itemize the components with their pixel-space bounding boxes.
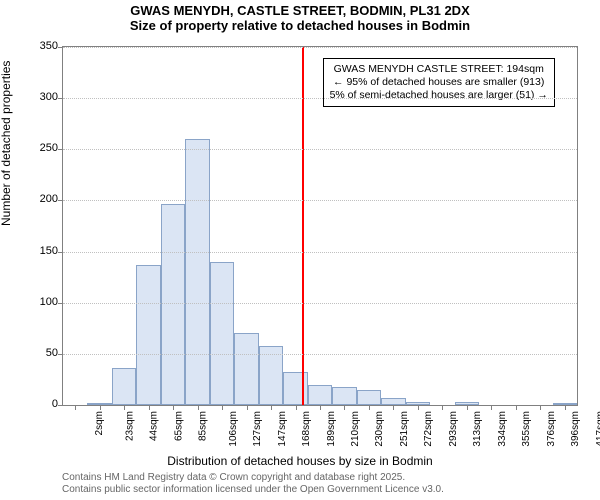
- ytick-label: 100: [18, 296, 58, 308]
- xtick-label: 106sqm: [228, 411, 239, 447]
- ytick-mark: [58, 149, 63, 150]
- reference-line: [302, 47, 304, 405]
- xtick-mark: [296, 405, 297, 410]
- xtick-label: 2sqm: [94, 411, 105, 435]
- xtick-label: 23sqm: [124, 411, 135, 441]
- xtick-mark: [565, 405, 566, 410]
- xtick-mark: [418, 405, 419, 410]
- histogram-bar: [161, 204, 185, 406]
- ytick-mark: [58, 200, 63, 201]
- xtick-mark: [173, 405, 174, 410]
- xtick-label: 168sqm: [301, 411, 312, 447]
- xtick-label: 355sqm: [521, 411, 532, 447]
- annotation-line-2: ← 95% of detached houses are smaller (91…: [330, 76, 548, 89]
- xtick-mark: [467, 405, 468, 410]
- xtick-mark: [198, 405, 199, 410]
- footer: Contains HM Land Registry data © Crown c…: [62, 472, 444, 496]
- xtick-label: 272sqm: [424, 411, 435, 447]
- xtick-label: 147sqm: [277, 411, 288, 447]
- xtick-mark: [320, 405, 321, 410]
- xtick-label: 313sqm: [472, 411, 483, 447]
- xtick-mark: [247, 405, 248, 410]
- histogram-bar: [283, 372, 307, 405]
- xtick-mark: [222, 405, 223, 410]
- xtick-mark: [149, 405, 150, 410]
- histogram-bar: [357, 390, 381, 405]
- title-line-1: GWAS MENYDH, CASTLE STREET, BODMIN, PL31…: [0, 4, 600, 19]
- ytick-mark: [58, 303, 63, 304]
- xtick-label: 417sqm: [595, 411, 600, 447]
- xtick-mark: [271, 405, 272, 410]
- xtick-mark: [124, 405, 125, 410]
- xtick-label: 65sqm: [173, 411, 184, 441]
- xtick-label: 44sqm: [149, 411, 160, 441]
- gridline: [63, 354, 577, 355]
- xtick-mark: [540, 405, 541, 410]
- histogram-bar: [136, 265, 160, 405]
- histogram-bar: [332, 387, 356, 405]
- xtick-mark: [491, 405, 492, 410]
- ytick-mark: [58, 405, 63, 406]
- xtick-mark: [344, 405, 345, 410]
- xtick-mark: [369, 405, 370, 410]
- xtick-label: 210sqm: [350, 411, 361, 447]
- histogram-bar: [234, 333, 258, 405]
- xtick-label: 396sqm: [570, 411, 581, 447]
- title-line-2: Size of property relative to detached ho…: [0, 19, 600, 34]
- xtick-label: 85sqm: [198, 411, 209, 441]
- gridline: [63, 47, 577, 48]
- ytick-label: 300: [18, 91, 58, 103]
- xtick-mark: [75, 405, 76, 410]
- ytick-mark: [58, 47, 63, 48]
- histogram-bar: [112, 368, 136, 405]
- xtick-mark: [100, 405, 101, 410]
- ytick-label: 150: [18, 245, 58, 257]
- annotation-line-3: 5% of semi-detached houses are larger (5…: [330, 89, 548, 102]
- chart-page: GWAS MENYDH, CASTLE STREET, BODMIN, PL31…: [0, 0, 600, 500]
- xtick-label: 251sqm: [399, 411, 410, 447]
- footer-line-2: Contains public sector information licen…: [62, 484, 444, 496]
- gridline: [63, 200, 577, 201]
- xtick-label: 230sqm: [375, 411, 386, 447]
- footer-line-1: Contains HM Land Registry data © Crown c…: [62, 472, 444, 484]
- gridline: [63, 252, 577, 253]
- chart-title: GWAS MENYDH, CASTLE STREET, BODMIN, PL31…: [0, 4, 600, 34]
- gridline: [63, 303, 577, 304]
- xtick-label: 189sqm: [326, 411, 337, 447]
- xtick-label: 127sqm: [252, 411, 263, 447]
- gridline: [63, 98, 577, 99]
- histogram-bar: [185, 139, 209, 405]
- xtick-mark: [393, 405, 394, 410]
- annotation-box: GWAS MENYDH CASTLE STREET: 194sqm ← 95% …: [323, 58, 555, 107]
- annotation-line-1: GWAS MENYDH CASTLE STREET: 194sqm: [330, 63, 548, 76]
- xtick-mark: [516, 405, 517, 410]
- ytick-mark: [58, 98, 63, 99]
- ytick-mark: [58, 354, 63, 355]
- xtick-mark: [442, 405, 443, 410]
- y-axis-label: Number of detached properties: [0, 61, 13, 226]
- xtick-label: 334sqm: [497, 411, 508, 447]
- gridline: [63, 149, 577, 150]
- ytick-label: 0: [18, 398, 58, 410]
- ytick-mark: [58, 252, 63, 253]
- xtick-label: 376sqm: [546, 411, 557, 447]
- plot-area: GWAS MENYDH CASTLE STREET: 194sqm ← 95% …: [62, 46, 578, 406]
- ytick-label: 250: [18, 142, 58, 154]
- histogram-bar: [381, 398, 405, 405]
- xtick-label: 293sqm: [448, 411, 459, 447]
- histogram-bar: [210, 262, 234, 405]
- ytick-label: 350: [18, 40, 58, 52]
- ytick-label: 50: [18, 347, 58, 359]
- x-axis-label: Distribution of detached houses by size …: [0, 454, 600, 468]
- ytick-label: 200: [18, 193, 58, 205]
- histogram-bar: [308, 385, 332, 405]
